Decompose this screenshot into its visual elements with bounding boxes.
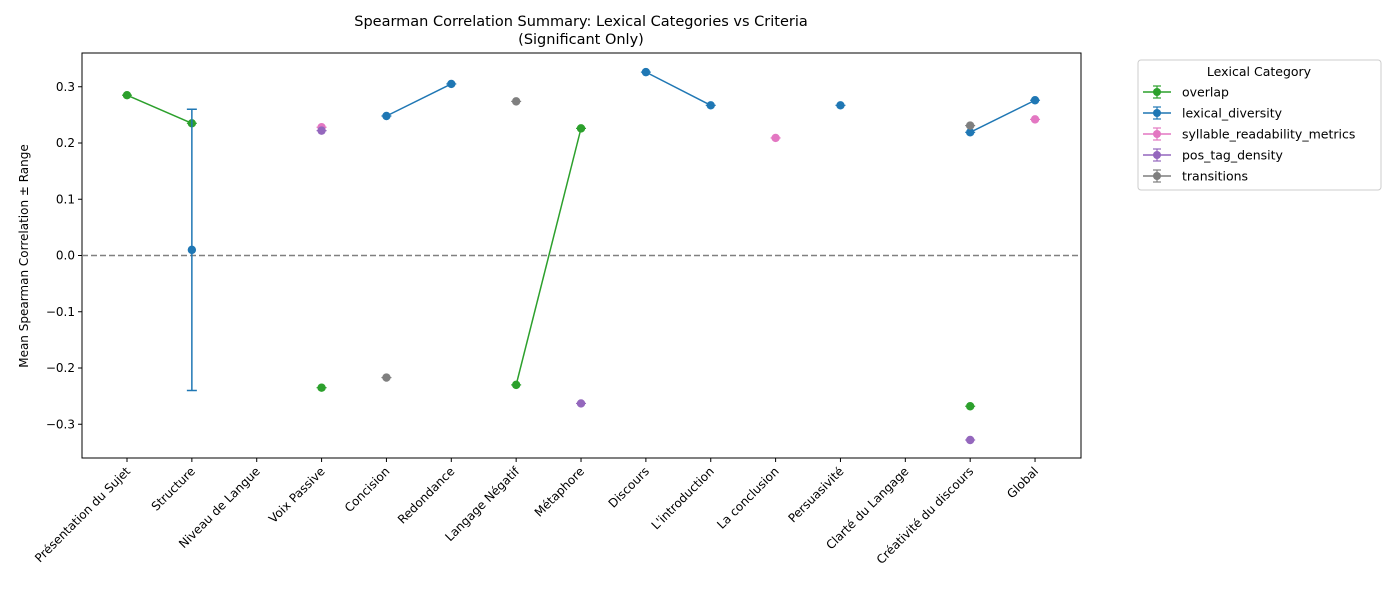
legend-marker — [1153, 109, 1161, 117]
plot-area: −0.3 −0.2 −0.1 0.0 0.1 0.2 0.3 Présentation du … — [32, 52, 1082, 567]
data-point — [965, 128, 975, 137]
legend-label: transitions — [1182, 169, 1248, 184]
data-point — [1030, 115, 1040, 124]
series-line-segment — [126, 94, 193, 125]
data-point — [641, 67, 651, 77]
data-point — [771, 133, 780, 143]
y-tick-label: 0.0 — [56, 249, 75, 263]
data-point — [511, 97, 521, 106]
legend-label: overlap — [1182, 85, 1229, 100]
legend-entry-transitions: transitions — [1143, 169, 1248, 184]
legend-marker — [1153, 130, 1161, 138]
legend-entry-lexical_diversity: lexical_diversity — [1143, 106, 1283, 121]
y-tick-label: −0.3 — [46, 417, 75, 431]
series-transitions — [381, 97, 976, 382]
data-point — [965, 435, 975, 445]
x-tick-label: Concision — [342, 464, 393, 515]
legend-entry-syllable_readability_metrics: syllable_readability_metrics — [1143, 127, 1355, 142]
chart-title: Spearman Correlation Summary: Lexical Ca… — [354, 14, 808, 30]
y-tick-label: 0.1 — [56, 192, 75, 206]
legend-marker — [1153, 88, 1161, 96]
legend-marker — [1153, 172, 1161, 180]
series-line-segment — [515, 128, 582, 386]
y-tick-label: 0.2 — [56, 136, 75, 150]
data-point — [576, 399, 586, 408]
x-tick-label: Redondance — [395, 464, 457, 526]
legend-marker — [1153, 151, 1161, 159]
series-line-segment — [386, 83, 452, 117]
series-pos_tag_density — [316, 126, 976, 445]
data-point — [317, 126, 326, 135]
y-tick-label: −0.1 — [46, 305, 75, 319]
y-tick-label: 0.3 — [56, 80, 75, 94]
x-tick-label: Persuasivité — [785, 464, 846, 525]
x-tick-label: La conclusion — [714, 464, 782, 532]
series-line-segment — [969, 99, 1036, 133]
legend-entry-overlap: overlap — [1143, 85, 1229, 100]
legend-label: pos_tag_density — [1182, 148, 1284, 163]
series-overlap — [122, 90, 976, 411]
legend: Lexical Category overlap lexical_diversit… — [1137, 59, 1382, 191]
data-point — [187, 245, 197, 255]
legend-box — [1137, 59, 1382, 191]
legend-label: lexical_diversity — [1182, 106, 1283, 121]
data-point — [447, 79, 456, 89]
y-tick-label: −0.2 — [46, 361, 75, 375]
data-point — [1030, 96, 1040, 105]
data-point — [965, 121, 975, 130]
legend-entry-pos_tag_density: pos_tag_density — [1143, 148, 1284, 163]
x-tick-label: Structure — [149, 464, 198, 513]
y-axis-title: Mean Spearman Correlation ± Range — [17, 144, 31, 368]
x-tick-label: Métaphore — [532, 464, 587, 519]
legend-label: syllable_readability_metrics — [1182, 127, 1355, 142]
data-point — [122, 90, 132, 100]
data-point — [576, 124, 586, 133]
chart-subtitle: (Significant Only) — [518, 32, 644, 48]
x-tick-label: Voix Passive — [266, 464, 328, 526]
series-lexical_diversity — [186, 67, 1041, 392]
data-point — [836, 101, 845, 110]
x-tick-label: L'introduction — [649, 464, 717, 532]
data-point — [317, 383, 326, 392]
legend-title: Lexical Category — [1207, 64, 1312, 79]
data-point — [706, 101, 715, 110]
data-point — [511, 380, 521, 390]
data-point — [382, 111, 391, 121]
x-tick-label: Présentation du Sujet — [32, 464, 133, 565]
series-syllable_readability_metrics — [316, 115, 1041, 143]
data-point — [382, 373, 391, 382]
x-tick-label: Discours — [606, 464, 652, 510]
series-line-segment — [645, 71, 712, 106]
x-tick-label: Global — [1004, 464, 1041, 501]
data-point — [965, 402, 975, 411]
